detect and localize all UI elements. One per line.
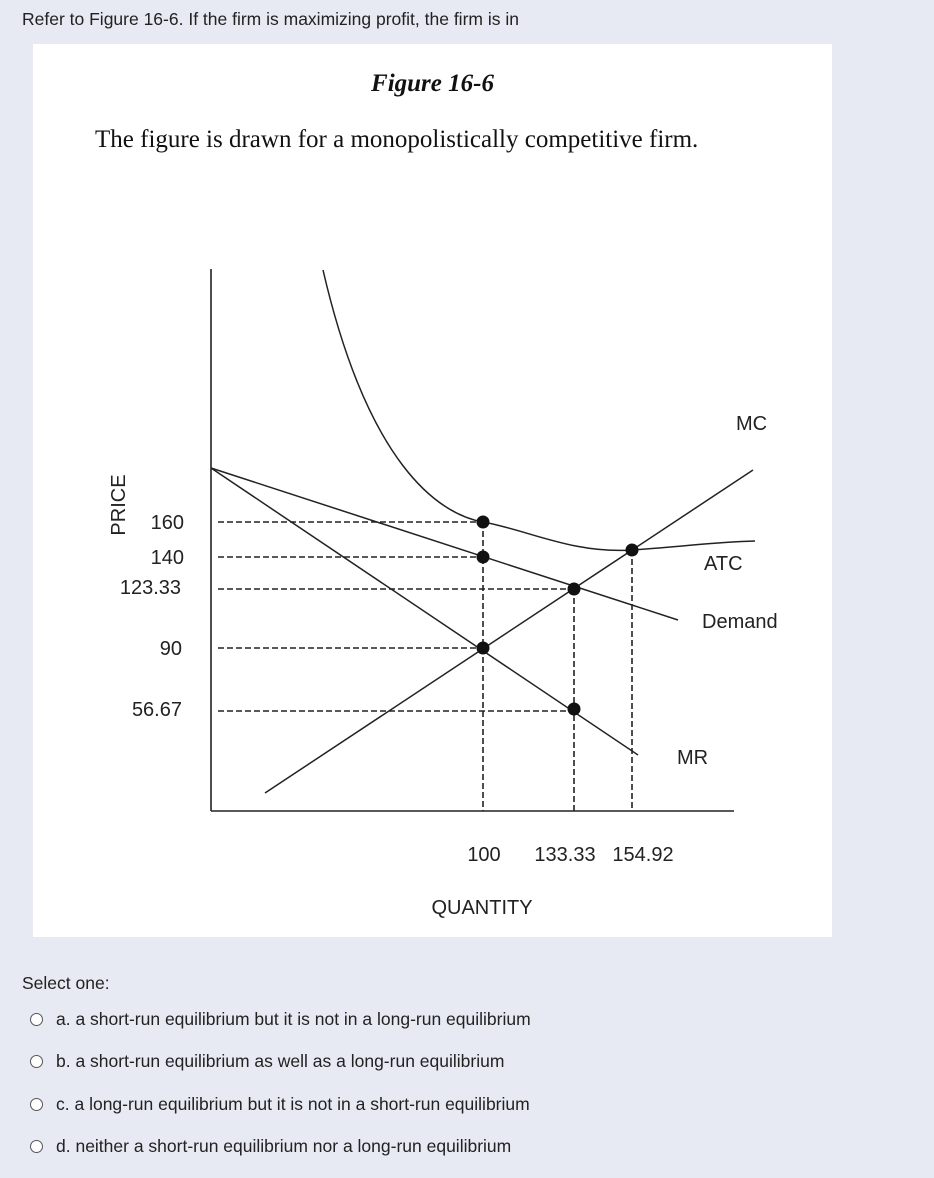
option-d[interactable]: d. neither a short-run equilibrium nor a…	[30, 1136, 531, 1158]
radio-a[interactable]	[30, 1012, 43, 1026]
figure-caption: The figure is drawn for a monopolistical…	[95, 126, 699, 153]
select-one-label: Select one:	[22, 973, 110, 993]
point-q154-p140	[625, 543, 639, 557]
atc-curve	[322, 269, 756, 552]
radio-d[interactable]	[30, 1140, 43, 1153]
y-tick-123: 123.33	[120, 577, 181, 599]
question-text: Refer to Figure 16-6. If the firm is max…	[22, 9, 519, 29]
option-c[interactable]: c. a long-run equilibrium but it is not …	[30, 1093, 531, 1115]
y-tick-90: 90	[160, 638, 182, 660]
label-atc: ATC	[704, 553, 743, 575]
x-tick-154: 154.92	[612, 844, 673, 866]
mr-curve	[210, 467, 639, 756]
label-mc: MC	[736, 413, 767, 435]
label-mr: MR	[677, 747, 708, 769]
point-q133-p123	[567, 582, 581, 596]
option-c-label: c. a long-run equilibrium but it is not …	[56, 1093, 530, 1114]
figure-card: Figure 16-6 The figure is drawn for a mo…	[33, 44, 832, 937]
figure-title: Figure 16-6	[371, 70, 494, 97]
y-tick-160: 160	[151, 512, 184, 534]
label-demand: Demand	[702, 611, 778, 633]
option-b[interactable]: b. a short-run equilibrium as well as a …	[30, 1051, 531, 1073]
option-b-label: b. a short-run equilibrium as well as a …	[56, 1051, 505, 1071]
y-tick-56: 56.67	[132, 699, 182, 721]
option-a[interactable]: a. a short-run equilibrium but it is not…	[30, 1008, 531, 1030]
mc-curve	[264, 469, 754, 794]
economics-chart: MC ATC Demand MR 160 140 123.33 90 56.67…	[108, 269, 778, 919]
point-q100-p140	[476, 550, 490, 564]
option-d-label: d. neither a short-run equilibrium nor a…	[56, 1136, 512, 1156]
demand-curve	[210, 467, 679, 621]
option-a-label: a. a short-run equilibrium but it is not…	[56, 1008, 531, 1029]
y-tick-140: 140	[151, 547, 184, 569]
x-tick-133: 133.33	[534, 844, 595, 866]
answer-options: a. a short-run equilibrium but it is not…	[30, 1008, 531, 1178]
radio-b[interactable]	[30, 1055, 43, 1068]
point-q133-p56	[567, 702, 581, 716]
point-q100-p90	[476, 641, 490, 655]
x-axis-label: QUANTITY	[431, 897, 532, 919]
point-q100-p160	[476, 515, 490, 529]
y-axis-label: PRICE	[108, 474, 130, 535]
x-tick-100: 100	[467, 844, 500, 866]
radio-c[interactable]	[30, 1097, 43, 1111]
